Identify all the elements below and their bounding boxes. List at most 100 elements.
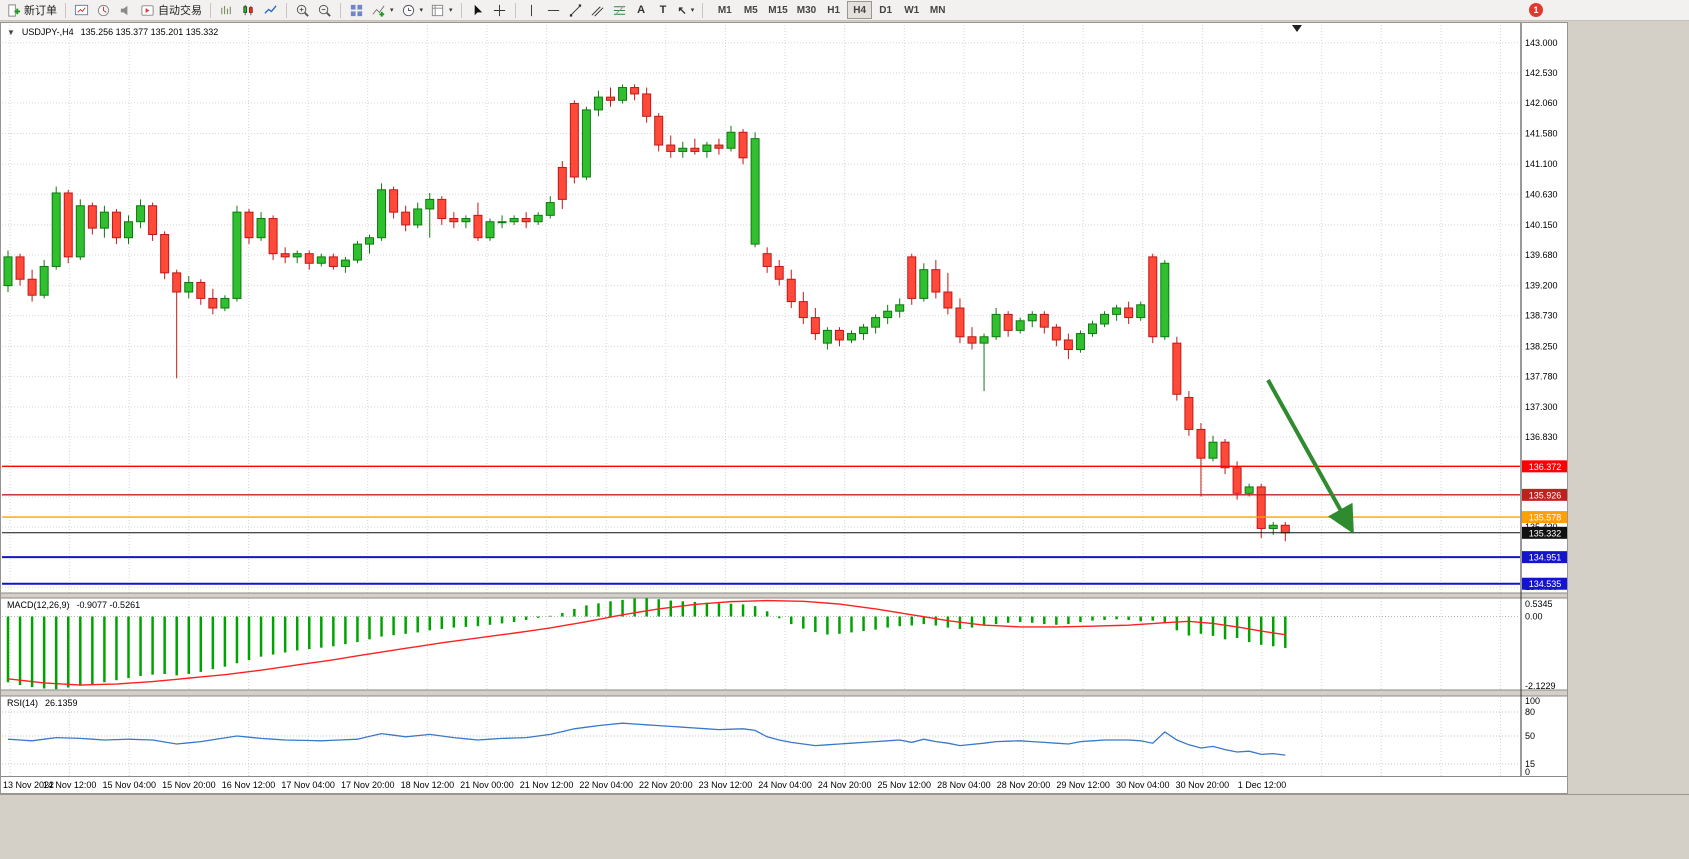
price-axis-label: 142.530 — [1525, 68, 1558, 78]
timeframe-button-mn[interactable]: MN — [925, 1, 950, 19]
timeframe-button-m30[interactable]: M30 — [793, 1, 820, 19]
trendline-button[interactable] — [565, 1, 586, 20]
price-axis-label: 136.830 — [1525, 432, 1558, 442]
news-button[interactable] — [115, 1, 136, 20]
timeframe-button-h1[interactable]: H1 — [821, 1, 846, 19]
candle-body — [316, 256, 326, 264]
chart-area[interactable]: ▼ USDJPY-,H4 135.256 135.377 135.201 135… — [0, 22, 1568, 794]
bar-chart-button[interactable] — [216, 1, 237, 20]
tile-windows-button[interactable] — [346, 1, 367, 20]
periods-button[interactable]: ▾ — [398, 1, 427, 20]
time-axis-label: 29 Nov 12:00 — [1056, 780, 1110, 790]
one-click-trading-toggle[interactable]: ▼ — [7, 27, 15, 37]
candle-body — [967, 336, 977, 344]
bar-chart-icon — [221, 5, 231, 14]
panel-separator[interactable] — [0, 690, 1568, 696]
autotrading-button[interactable]: 自动交易 — [137, 1, 205, 20]
arrows-button[interactable]: ↖ ▾ — [675, 1, 698, 20]
timeframe-button-m1[interactable]: M1 — [712, 1, 737, 19]
charts-button[interactable] — [71, 1, 92, 20]
candle-body — [931, 269, 941, 293]
toolbar-separator — [286, 2, 287, 18]
text-tool-icon: A — [637, 4, 646, 16]
indicators-button[interactable]: ▾ — [368, 1, 397, 20]
candle-body — [1003, 313, 1013, 331]
horizontal-line-button[interactable] — [543, 1, 564, 20]
candle-body — [27, 278, 37, 296]
chart-shift-marker[interactable] — [1292, 25, 1302, 32]
candle-body — [859, 326, 869, 335]
chevron-down-icon: ▾ — [449, 7, 453, 14]
metaeditor-button[interactable] — [93, 1, 114, 20]
price-badge-text: 135.578 — [1529, 513, 1562, 523]
candle-body — [1160, 262, 1170, 338]
line-chart-button[interactable] — [260, 1, 281, 20]
toolbar-separator — [65, 2, 66, 18]
price-badge-text: 135.926 — [1529, 490, 1562, 500]
price-badge — [1522, 460, 1568, 473]
crosshair-button[interactable] — [489, 1, 510, 20]
new-order-button[interactable]: 新订单 — [3, 1, 60, 20]
cursor-icon — [474, 4, 482, 15]
candle-body — [1268, 524, 1278, 529]
candle-body — [389, 189, 399, 213]
zoom-out-button[interactable] — [314, 1, 335, 20]
timeframe-button-m5[interactable]: M5 — [738, 1, 763, 19]
time-axis-label: 1 Dec 12:00 — [1238, 780, 1287, 790]
chevron-down-icon: ▾ — [690, 7, 695, 14]
candle-body — [111, 211, 121, 239]
time-axis-label: 24 Nov 20:00 — [818, 780, 872, 790]
timeframe-group: M1 M5 M15 M30 H1 H4 D1 W1 MN — [712, 1, 950, 19]
candlestick-chart-button[interactable] — [238, 1, 259, 20]
timeframe-button-h4[interactable]: H4 — [847, 1, 873, 19]
panel-separator[interactable] — [0, 593, 1568, 598]
price-axis-label: 140.150 — [1525, 220, 1558, 230]
candle-body — [1088, 323, 1097, 335]
candle-body — [220, 297, 230, 309]
candle-body — [148, 205, 158, 236]
channel-button[interactable] — [587, 1, 608, 20]
candle-body — [160, 234, 170, 274]
line-chart-icon — [264, 4, 277, 14]
time-axis-label: 18 Nov 12:00 — [401, 780, 455, 790]
macd-indicator-label: MACD(12,26,9) -0.9077 -0.5261 — [7, 600, 140, 610]
time-axis-label: 15 Nov 20:00 — [162, 780, 216, 790]
macd-axis-label: 0.5345 — [1525, 599, 1553, 609]
candle-body — [437, 198, 447, 220]
templates-button[interactable]: ▾ — [427, 1, 456, 20]
price-axis-label: 138.250 — [1525, 341, 1558, 351]
candle-body — [955, 307, 965, 338]
trend-arrow[interactable] — [1266, 379, 1354, 534]
candle-body — [365, 237, 374, 245]
time-axis-label: 30 Nov 04:00 — [1116, 780, 1170, 790]
text-label-button[interactable]: T — [653, 1, 674, 20]
candle-body — [377, 189, 387, 239]
candle-body — [413, 208, 423, 226]
timeframe-button-d1[interactable]: D1 — [873, 1, 898, 19]
candle-body — [39, 265, 49, 296]
notification-badge[interactable]: 1 — [1529, 3, 1543, 17]
autotrading-icon — [141, 4, 154, 16]
candle-body — [136, 205, 146, 223]
time-axis-label: 22 Nov 04:00 — [579, 780, 633, 790]
candle-body — [1184, 396, 1194, 430]
candle-body — [1196, 428, 1206, 459]
price-badge — [1522, 577, 1568, 590]
timeframe-button-w1[interactable]: W1 — [899, 1, 924, 19]
candle-body — [1051, 326, 1061, 341]
candle-body — [352, 243, 362, 261]
time-axis-label: 13 Nov 2022 — [3, 780, 54, 790]
vertical-line-button[interactable] — [521, 1, 542, 20]
cursor-button[interactable] — [467, 1, 488, 20]
fibonacci-button[interactable] — [609, 1, 630, 20]
time-axis-label: 28 Nov 20:00 — [997, 780, 1051, 790]
timeframe-button-m15[interactable]: M15 — [764, 1, 791, 19]
chart-background — [0, 22, 1568, 794]
candle-body — [919, 269, 929, 299]
candle-body — [1075, 333, 1085, 351]
text-tool-button[interactable]: A — [631, 1, 652, 20]
zoom-in-button[interactable] — [292, 1, 313, 20]
candle-body — [726, 131, 736, 149]
